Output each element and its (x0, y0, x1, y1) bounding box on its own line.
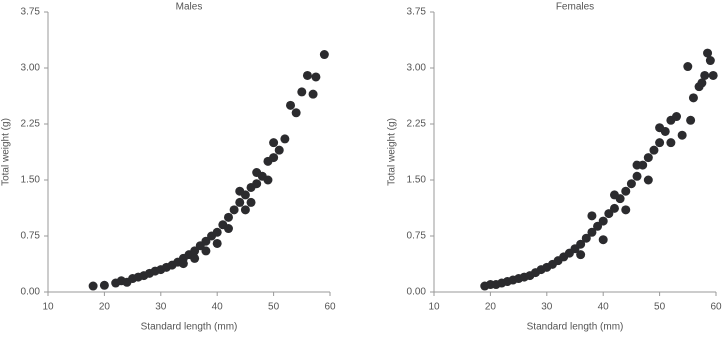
point (190, 253, 200, 263)
y-tick-label: 1.50 (407, 175, 427, 186)
y-tick-label: 3.00 (407, 63, 427, 74)
point (621, 205, 631, 215)
point (697, 78, 707, 88)
point (609, 190, 619, 200)
chart-title: Males (176, 2, 203, 13)
point (703, 48, 713, 58)
point (672, 112, 682, 122)
point (666, 138, 676, 148)
point (178, 259, 188, 269)
point (609, 203, 619, 213)
y-tick-label: 1.50 (21, 175, 41, 186)
point (621, 186, 631, 196)
y-tick-label: 2.25 (21, 119, 41, 130)
point (581, 233, 591, 243)
point (632, 171, 642, 181)
point (99, 280, 109, 290)
y-axis-label: Total weight (g) (387, 118, 398, 186)
point (576, 250, 586, 260)
point (683, 62, 693, 72)
point (302, 70, 312, 80)
x-axis-label: Standard length (mm) (141, 322, 238, 333)
point (576, 239, 586, 249)
point (311, 72, 321, 82)
x-tick-label: 10 (428, 302, 440, 313)
x-tick-label: 60 (710, 302, 722, 313)
chart-title: Females (556, 2, 594, 13)
point (280, 134, 290, 144)
point (246, 197, 256, 207)
x-tick-label: 50 (268, 302, 280, 313)
y-tick-label: 0.75 (407, 231, 427, 242)
point (212, 227, 222, 237)
x-tick-label: 40 (212, 302, 224, 313)
x-tick-label: 30 (155, 302, 167, 313)
point (708, 70, 718, 80)
point (643, 153, 653, 163)
point (604, 209, 614, 219)
point (705, 56, 715, 66)
point (269, 138, 279, 148)
x-tick-label: 10 (42, 302, 54, 313)
point (593, 221, 603, 231)
point (686, 115, 696, 125)
point (269, 153, 279, 163)
y-tick-label: 3.00 (21, 63, 41, 74)
point (319, 50, 329, 60)
point (212, 238, 222, 248)
y-axis-label: Total weight (g) (1, 118, 12, 186)
point (201, 246, 211, 256)
point (700, 70, 710, 80)
point (263, 175, 273, 185)
point (274, 145, 284, 155)
point (235, 197, 245, 207)
y-tick-label: 0.00 (21, 287, 41, 298)
point (308, 89, 318, 99)
point (240, 205, 250, 215)
point (587, 227, 597, 237)
x-tick-label: 20 (99, 302, 111, 313)
point (286, 100, 296, 110)
point (632, 160, 642, 170)
point (88, 281, 98, 291)
y-tick-label: 0.00 (407, 287, 427, 298)
x-tick-label: 40 (598, 302, 610, 313)
point (229, 205, 239, 215)
point (598, 235, 608, 245)
point (655, 123, 665, 133)
point (598, 216, 608, 226)
x-tick-label: 50 (654, 302, 666, 313)
point (223, 224, 233, 234)
point (235, 186, 245, 196)
y-tick-label: 3.75 (21, 7, 41, 18)
point (252, 168, 262, 178)
y-tick-label: 2.25 (407, 119, 427, 130)
y-tick-label: 0.75 (21, 231, 41, 242)
point (190, 246, 200, 256)
point (252, 179, 262, 189)
x-tick-label: 20 (485, 302, 497, 313)
point (297, 87, 307, 97)
point (201, 236, 211, 246)
x-tick-label: 30 (541, 302, 553, 313)
x-axis-label: Standard length (mm) (527, 322, 624, 333)
point (688, 93, 698, 103)
point (223, 212, 233, 222)
point (643, 175, 653, 185)
y-tick-label: 3.75 (407, 7, 427, 18)
x-tick-label: 60 (324, 302, 336, 313)
point (677, 130, 687, 140)
point (649, 145, 659, 155)
point (587, 211, 597, 221)
point (626, 179, 636, 189)
point (291, 108, 301, 118)
point (655, 138, 665, 148)
